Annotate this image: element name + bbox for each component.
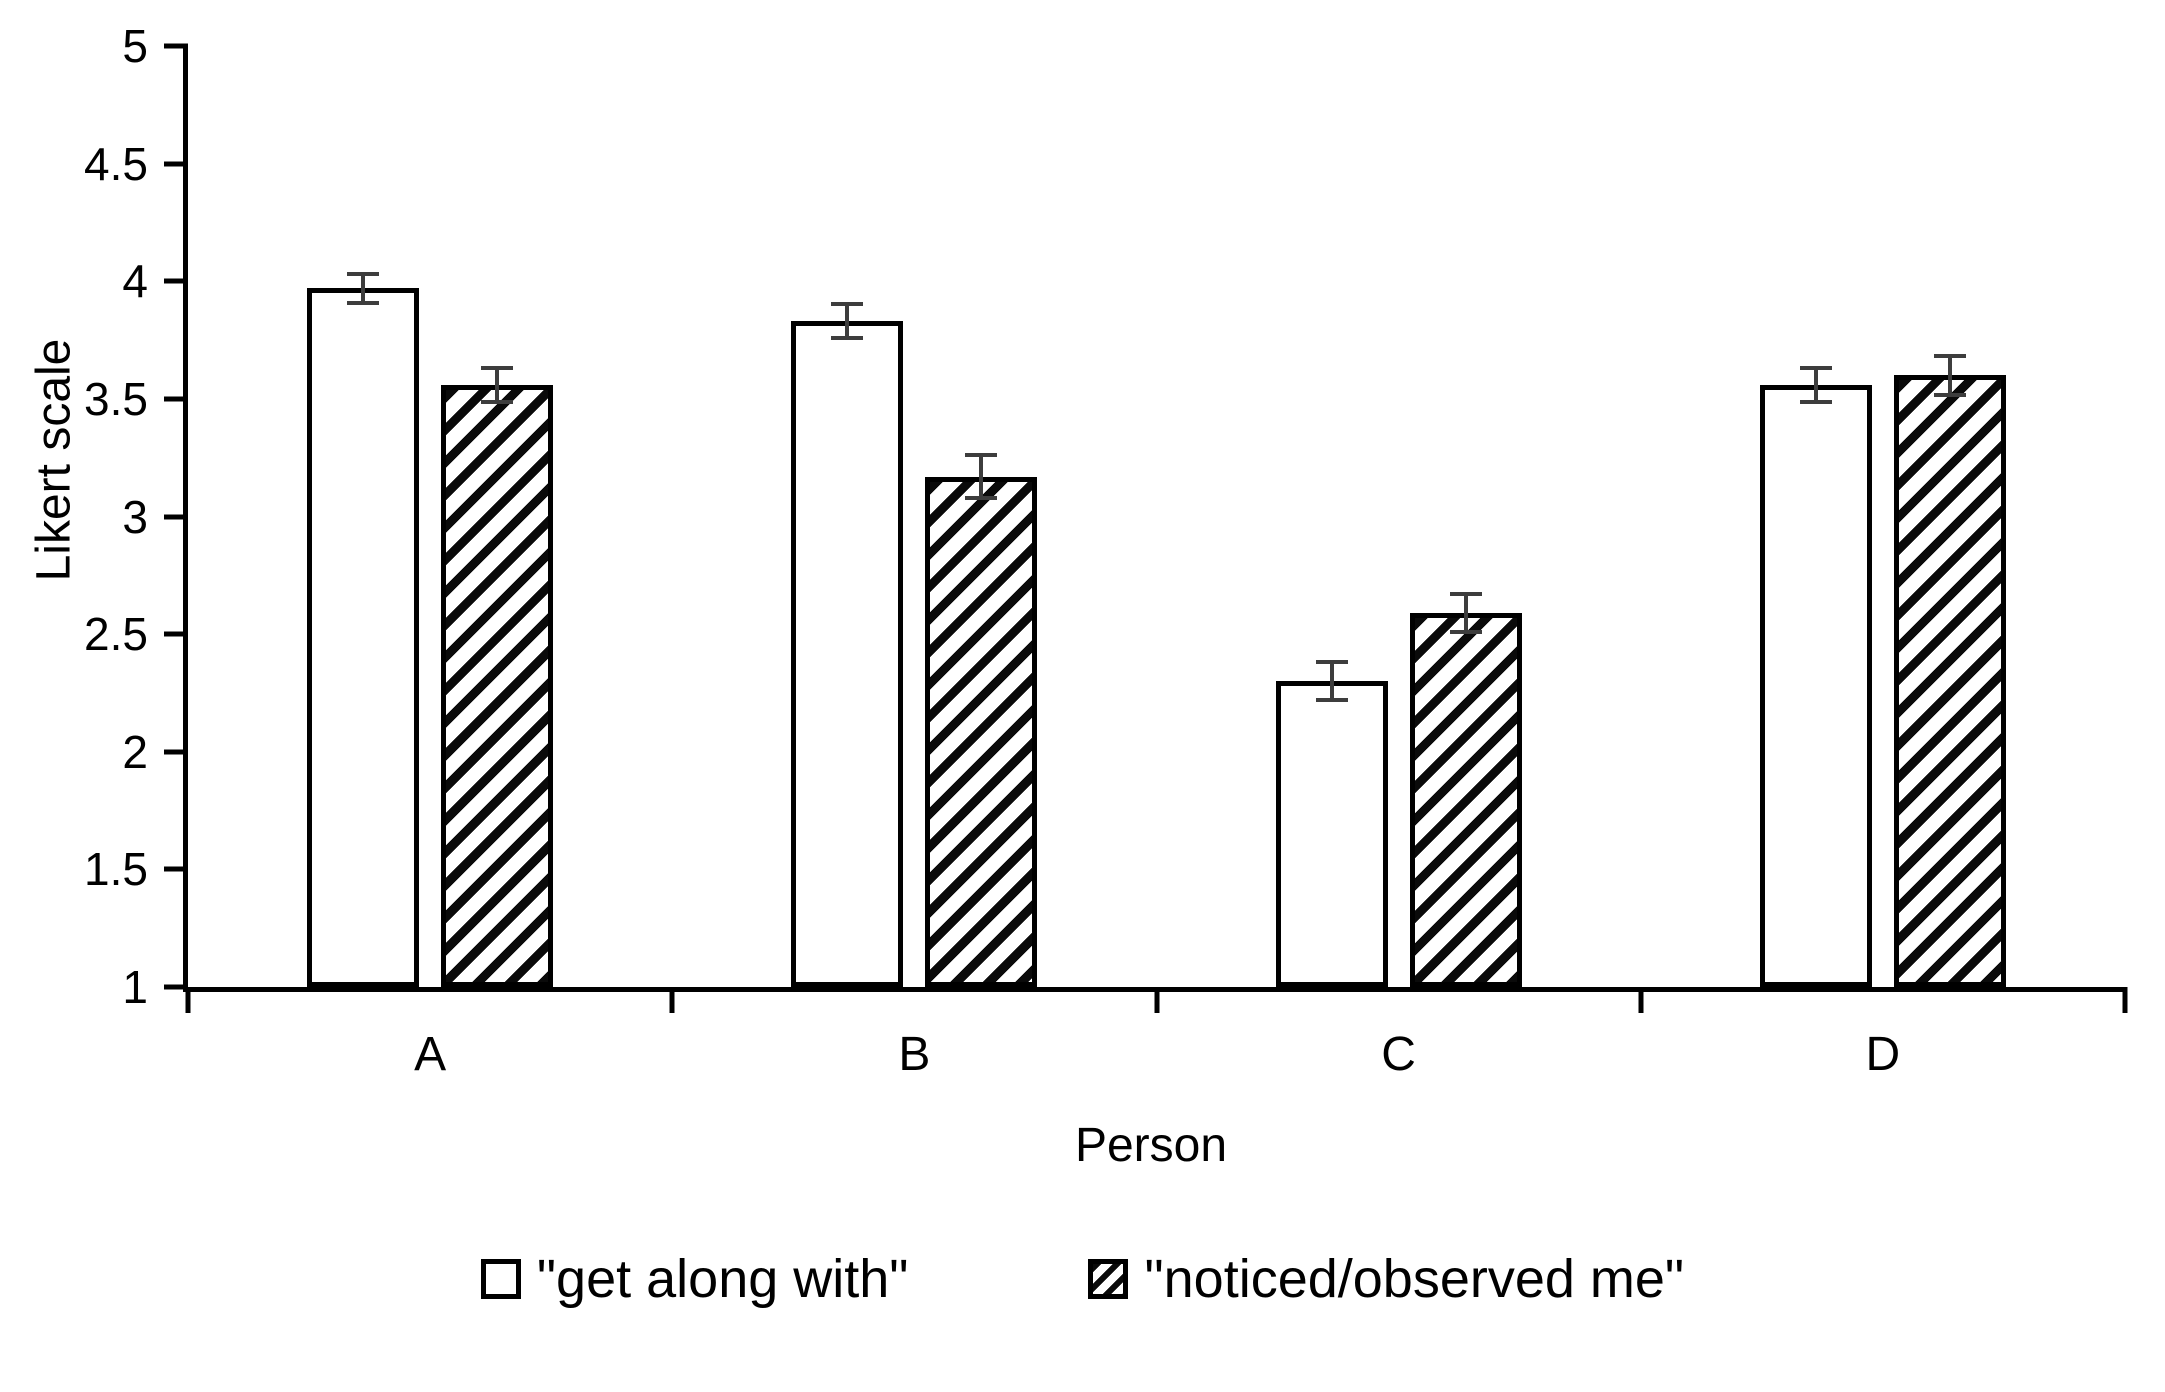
- bar-noticed-observed-me: [1893, 375, 2006, 987]
- bar-slot: [1759, 46, 1872, 987]
- y-tick-label: 1: [122, 961, 148, 1013]
- x-category-label: A: [414, 1028, 447, 1081]
- x-category-label: B: [898, 1028, 931, 1081]
- bar-noticed-observed-me: [1409, 612, 1522, 987]
- y-tick-label: 5: [122, 20, 148, 72]
- legend-item-noticed-observed-me: "noticed/observed me": [1088, 1252, 1684, 1306]
- bar-slot: [1893, 46, 2006, 987]
- y-tick-mark: [164, 631, 188, 637]
- y-tick-label: 4.5: [84, 137, 148, 190]
- bar-get-along-with: [1275, 681, 1388, 987]
- bar-get-along-with: [791, 321, 904, 987]
- legend: "get along with" "noticed/observed me": [0, 1252, 2165, 1306]
- y-tick-mark: [164, 514, 188, 519]
- x-tick-mark: [1638, 987, 1644, 1013]
- y-axis-title: Likert scale: [27, 338, 81, 582]
- y-tick-label: 3: [122, 490, 148, 543]
- legend-label-get-along-with: "get along with": [536, 1249, 909, 1309]
- error-bar: [1329, 660, 1334, 703]
- x-axis-title: Person: [1074, 1119, 1228, 1172]
- bar-get-along-with: [1759, 384, 1872, 987]
- bar-group: [1641, 46, 2125, 987]
- y-tick-mark: [164, 866, 188, 872]
- bar-noticed-observed-me: [441, 384, 554, 987]
- y-tick-mark: [164, 396, 188, 402]
- y-tick-mark: [164, 161, 188, 167]
- bar-get-along-with: [307, 288, 420, 987]
- legend-marker-solid-square-icon: [480, 1259, 521, 1299]
- legend-item-get-along-with: "get along with": [480, 1249, 909, 1309]
- x-category-label: C: [1381, 1028, 1416, 1081]
- bar-slot: [1409, 46, 1522, 987]
- error-bar: [1813, 365, 1818, 404]
- bar-slot: [441, 46, 554, 987]
- plot-area: 1 1.5 2 2.5 3 3.5 4 4.5 5 A B C D: [84, 23, 2128, 1079]
- bar-group: [1157, 46, 1641, 987]
- bar-slot: [1275, 46, 1388, 987]
- error-bar: [1947, 354, 1952, 397]
- x-tick-mark: [185, 987, 191, 1013]
- y-tick-mark: [164, 984, 188, 990]
- x-tick-mark: [1154, 987, 1159, 1013]
- bar-slot: [925, 46, 1038, 987]
- bar-noticed-observed-me: [925, 476, 1038, 987]
- error-bar: [979, 453, 984, 501]
- legend-label-noticed-observed-me: "noticed/observed me": [1144, 1249, 1685, 1309]
- error-bar: [361, 271, 366, 305]
- y-tick-mark: [164, 278, 188, 284]
- y-tick-label: 2.5: [84, 608, 148, 661]
- y-tick-label: 4: [122, 255, 148, 308]
- x-tick-mark: [2122, 987, 2128, 1013]
- bar-group: [672, 46, 1156, 987]
- error-bar: [495, 365, 500, 404]
- y-tick-label: 3.5: [84, 372, 148, 425]
- error-bar: [845, 302, 850, 341]
- legend-marker-hatched-square-icon: [1088, 1259, 1129, 1299]
- error-bar: [1463, 591, 1468, 635]
- bar-slot: [791, 46, 904, 987]
- y-tick-label: 2: [122, 725, 148, 778]
- y-tick-mark: [164, 749, 188, 755]
- y-tick-label: 1.5: [84, 843, 148, 896]
- y-tick-mark: [164, 43, 188, 49]
- bar-group: [188, 46, 672, 987]
- bar-slot: [307, 46, 420, 987]
- x-tick-mark: [669, 987, 675, 1013]
- x-category-label: D: [1865, 1028, 1901, 1081]
